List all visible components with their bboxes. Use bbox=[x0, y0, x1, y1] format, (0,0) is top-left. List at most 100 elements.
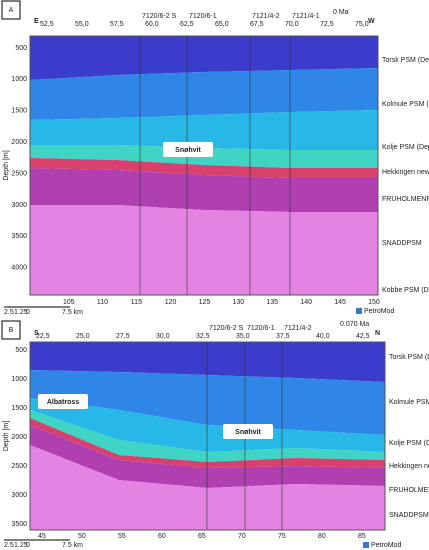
scale-label: 0 bbox=[26, 309, 30, 316]
logo-icon bbox=[363, 542, 369, 548]
scale-label: 2.5 bbox=[4, 542, 14, 549]
depth-tick-label: 3000 bbox=[11, 202, 27, 209]
depth-tick-label: 1500 bbox=[11, 405, 27, 412]
well-label: 7120/6-1 bbox=[189, 13, 217, 20]
top-tick-label: 25,0 bbox=[76, 333, 90, 340]
direction-left: S bbox=[34, 330, 39, 337]
layer-label: SNADDPSM bbox=[389, 512, 429, 519]
bottom-tick-label: 110 bbox=[97, 299, 108, 306]
bottom-tick-label: 115 bbox=[131, 299, 142, 306]
top-tick-label: 75,0 bbox=[355, 21, 369, 28]
strata-layer bbox=[30, 418, 385, 468]
well-label: 7121/4-2 bbox=[284, 325, 312, 332]
layer-label: Kolje PSM (Dep bbox=[389, 440, 429, 447]
depth-tick-label: 2500 bbox=[11, 463, 27, 470]
panel-letter-box bbox=[1, 320, 21, 340]
well-label: 7120/6-2 S bbox=[209, 325, 244, 332]
strata-layer bbox=[30, 425, 385, 488]
strata-layer bbox=[30, 158, 378, 178]
strata-layer bbox=[30, 36, 378, 80]
top-tick-label: 72,5 bbox=[320, 21, 334, 28]
section-frame bbox=[29, 35, 379, 296]
depth-tick-label: 500 bbox=[15, 45, 27, 52]
depth-tick-label: 2000 bbox=[11, 139, 27, 146]
bottom-tick-label: 60 bbox=[158, 533, 166, 540]
strata-layer bbox=[30, 205, 378, 295]
bottom-tick-label: 105 bbox=[63, 299, 75, 306]
scale-label: 7.5 km bbox=[62, 542, 83, 549]
top-tick-label: 40,0 bbox=[316, 333, 330, 340]
top-tick-label: 32,5 bbox=[196, 333, 210, 340]
field-label-box bbox=[38, 394, 88, 409]
section-panel: 7120/6-2 S 7120/6-1 7121/4-2 B S N 0.070 Ma 22,… bbox=[1, 320, 429, 549]
layer-label: Kolmule PSM (D bbox=[382, 101, 429, 108]
strata-layer bbox=[30, 168, 378, 212]
field-label-box bbox=[163, 142, 213, 157]
depth-tick-label: 1500 bbox=[11, 108, 27, 115]
section-frame bbox=[29, 341, 386, 531]
layer-label: Kolje PSM (Dep bbox=[382, 144, 429, 151]
top-tick-label: 65,0 bbox=[215, 21, 229, 28]
top-tick-label: 27,5 bbox=[116, 333, 130, 340]
top-tick-label: 42,5 bbox=[356, 333, 370, 340]
direction-right: N bbox=[375, 330, 380, 337]
field-label-box bbox=[223, 424, 273, 439]
well-label: 7121/4-1 bbox=[292, 13, 320, 20]
layer-label: Kobbe PSM (De bbox=[382, 287, 429, 294]
field-label: Snøhvit bbox=[175, 147, 201, 154]
strata-layer bbox=[30, 398, 385, 452]
top-tick-label: 52,5 bbox=[40, 21, 54, 28]
top-tick-label: 55,0 bbox=[75, 21, 89, 28]
bottom-tick-label: 75 bbox=[278, 533, 286, 540]
bottom-tick-label: 80 bbox=[318, 533, 326, 540]
depth-tick-label: 1000 bbox=[11, 76, 27, 83]
depth-tick-label: 4000 bbox=[11, 265, 27, 272]
bottom-tick-label: 50 bbox=[78, 533, 86, 540]
well-label: 7120/6-1 bbox=[247, 325, 275, 332]
top-tick-label: 67,5 bbox=[250, 21, 264, 28]
age-label: 0.070 Ma bbox=[340, 321, 369, 328]
bottom-tick-label: 145 bbox=[334, 299, 346, 306]
strata-layer bbox=[30, 370, 385, 435]
bottom-tick-label: 120 bbox=[165, 299, 177, 306]
top-tick-label: 37,5 bbox=[276, 333, 290, 340]
age-label: 0 Ma bbox=[333, 9, 349, 16]
strata-layer bbox=[30, 410, 385, 462]
scale-label: 1.25 bbox=[14, 309, 28, 316]
bottom-tick-label: 85 bbox=[358, 533, 366, 540]
bottom-tick-label: 70 bbox=[238, 533, 246, 540]
well-label: 7120/6-2 S bbox=[142, 13, 177, 20]
well-label: 7121/4-2 bbox=[252, 13, 280, 20]
layer-label: Kolmule PSM (D bbox=[389, 399, 429, 406]
strata-layer bbox=[30, 68, 378, 120]
logo-text: PetroMod bbox=[371, 542, 401, 549]
depth-tick-label: 3500 bbox=[11, 233, 27, 240]
bottom-tick-label: 45 bbox=[38, 533, 46, 540]
bottom-tick-label: 135 bbox=[266, 299, 278, 306]
bottom-tick-label: 150 bbox=[368, 299, 380, 306]
scale-label: 2.5 bbox=[4, 309, 14, 316]
bottom-tick-label: 130 bbox=[233, 299, 245, 306]
layer-label: Hekkingen new bbox=[382, 169, 429, 176]
direction-left: E bbox=[34, 18, 39, 25]
scale-label: 1.25 bbox=[14, 542, 28, 549]
depth-tick-label: 1000 bbox=[11, 376, 27, 383]
logo-text: PetroMod bbox=[364, 308, 394, 315]
scale-label: 7.5 km bbox=[62, 309, 83, 316]
field-label: Albatross bbox=[47, 399, 79, 406]
bottom-tick-label: 55 bbox=[118, 533, 126, 540]
bottom-tick-label: 140 bbox=[300, 299, 312, 306]
direction-right: W bbox=[368, 18, 375, 25]
top-tick-label: 70,0 bbox=[285, 21, 299, 28]
depth-tick-label: 3500 bbox=[11, 521, 27, 528]
layer-label: SNADDPSM bbox=[382, 240, 422, 247]
top-tick-label: 30,0 bbox=[156, 333, 170, 340]
layer-label: Torsk PSM (Dep bbox=[382, 57, 429, 64]
layer-label: Torsk PSM (Dep bbox=[389, 354, 429, 361]
strata-layer bbox=[30, 445, 385, 530]
bottom-tick-label: 65 bbox=[198, 533, 206, 540]
panel-letter: A bbox=[9, 7, 14, 14]
